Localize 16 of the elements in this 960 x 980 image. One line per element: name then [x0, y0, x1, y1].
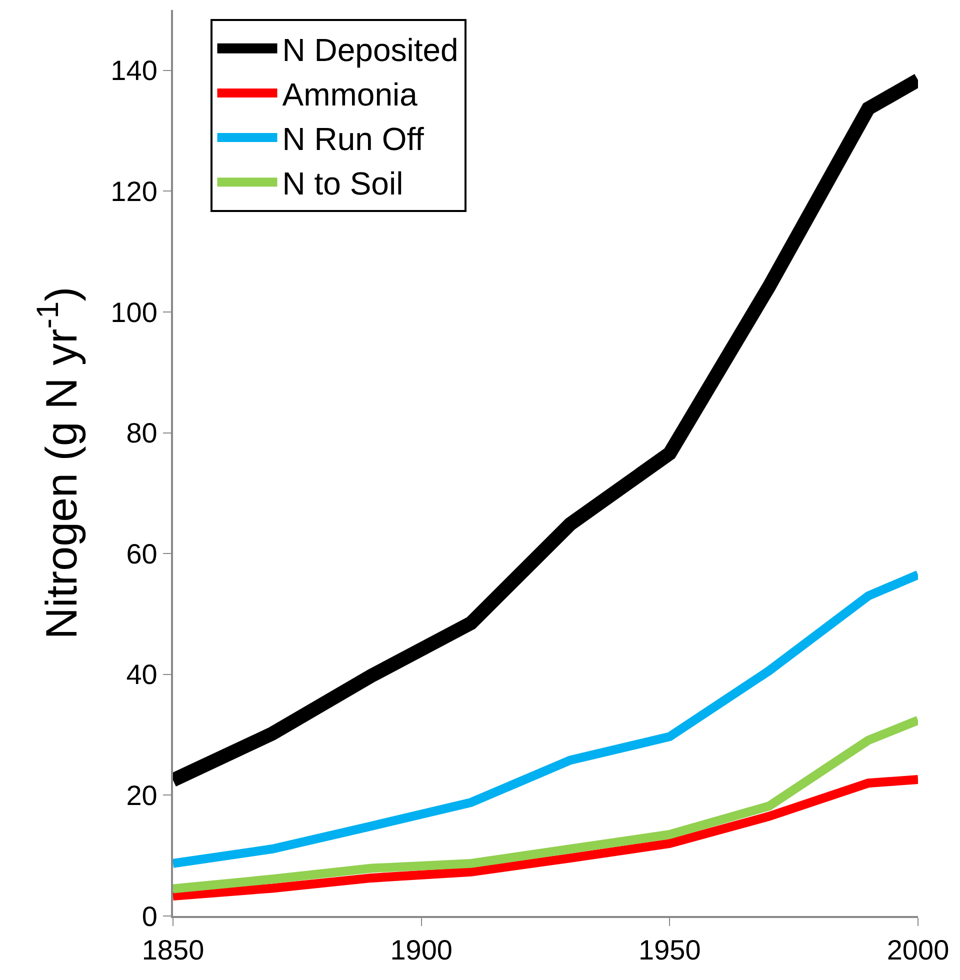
- x-tick-label: 1850: [142, 934, 204, 966]
- legend-label: N Deposited: [282, 32, 458, 68]
- y-tick-label: 20: [126, 780, 158, 811]
- y-tick-label: 0: [142, 900, 158, 932]
- x-tick-label: 2000: [886, 934, 950, 966]
- y-tick-label: 120: [110, 176, 158, 207]
- y-tick-label: 100: [110, 296, 158, 328]
- y-tick-label: 40: [126, 659, 158, 690]
- legend-label: N to Soil: [282, 166, 404, 202]
- legend-label: N Run Off: [282, 121, 424, 158]
- y-tick-label: 80: [126, 418, 158, 449]
- x-tick-label: 1900: [390, 934, 452, 966]
- x-tick-label: 1950: [638, 934, 701, 966]
- y-tick-label: 60: [126, 538, 158, 570]
- legend-label: Ammonia: [282, 76, 418, 112]
- y-tick-label: 140: [110, 55, 158, 86]
